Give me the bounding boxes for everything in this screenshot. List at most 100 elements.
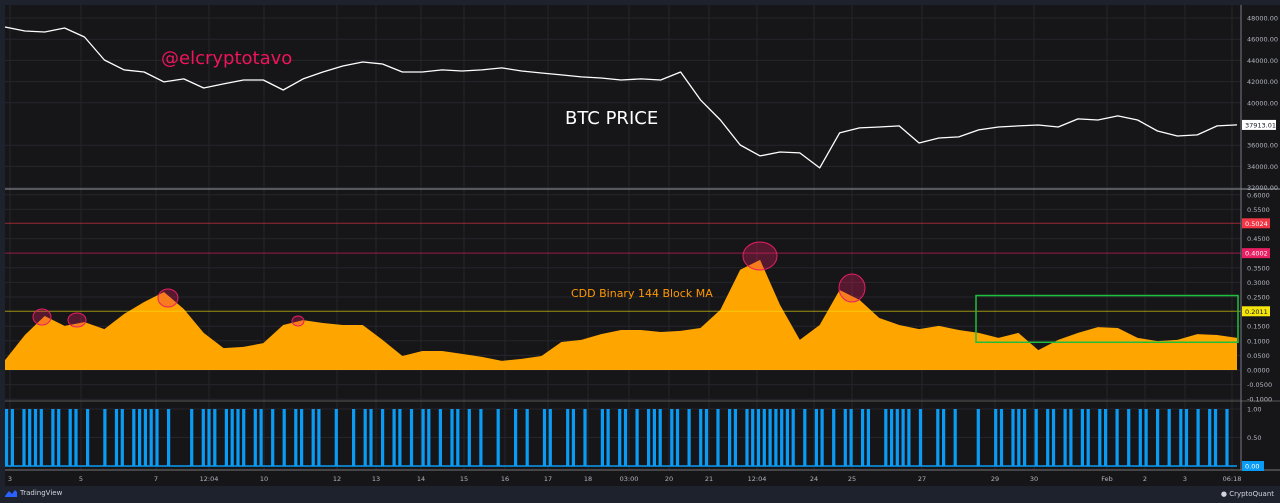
footer: TradingView ● CryptoQuant	[0, 486, 1280, 503]
x-tick-label: 10	[260, 475, 268, 483]
binary-tick-label: 0.50	[1247, 434, 1261, 442]
binary-bar	[120, 409, 124, 466]
x-tick-label: 7	[154, 475, 158, 483]
binary-bar	[803, 409, 807, 466]
binary-bar	[514, 409, 518, 466]
x-tick-label: 15	[460, 475, 468, 483]
binary-bar	[114, 409, 119, 466]
binary-bar	[1063, 409, 1067, 466]
cdd-tick-label: 0.0500	[1247, 352, 1270, 360]
cdd-tick-label: 0.2500	[1247, 294, 1270, 302]
binary-bar	[756, 409, 761, 466]
binary-bar	[942, 409, 946, 466]
binary-bar	[51, 409, 55, 466]
binary-bar	[768, 409, 772, 466]
btc-price-line	[4, 26, 1238, 169]
binary-bar	[271, 409, 275, 466]
x-tick-label: 5	[79, 475, 83, 483]
binary-bar	[149, 409, 153, 466]
binary-bar	[427, 409, 431, 466]
x-tick-label: 18	[584, 475, 592, 483]
binary-bar	[467, 409, 471, 466]
peak-highlight-circle	[32, 308, 52, 326]
binary-bar	[832, 409, 836, 466]
cdd-tick-label: 0.0000	[1247, 367, 1270, 375]
binary-bar	[861, 409, 865, 466]
binary-bar	[733, 409, 737, 466]
binary-bar	[1144, 409, 1148, 466]
binary-bar	[571, 409, 575, 466]
cdd-tick-label: 0.6000	[1247, 191, 1270, 199]
binary-bar	[994, 409, 998, 466]
binary-bar	[317, 409, 321, 466]
binary-bar	[1069, 409, 1073, 466]
binary-bar	[282, 409, 286, 466]
cryptoquant-icon: ●	[1220, 490, 1230, 498]
x-tick-label: 21	[705, 475, 713, 483]
peak-highlight-circle	[742, 241, 778, 271]
binary-bar	[849, 409, 853, 466]
binary-bar	[22, 409, 26, 466]
binary-bar	[253, 409, 257, 466]
binary-bar	[33, 409, 38, 466]
binary-bar	[57, 409, 61, 466]
binary-bar	[814, 409, 818, 466]
tradingview-logo[interactable]: TradingView	[5, 489, 62, 497]
binary-bar	[1225, 409, 1229, 466]
binary-bar	[1046, 409, 1050, 466]
binary-bar	[820, 409, 824, 466]
binary-bar	[242, 409, 246, 466]
binary-bar	[10, 409, 14, 466]
axes: 3 5 7 12:04 10 12 13 14 15 16 17 18 03:00 20 21 12:04 24…	[5, 5, 1280, 483]
reference-value-text: 0.2011	[1245, 308, 1268, 316]
binary-bar	[1051, 409, 1056, 466]
cdd-tick-label: -0.0500	[1247, 381, 1272, 389]
chart-canvas[interactable]: 3 5 7 12:04 10 12 13 14 15 16 17 18 03:00 20 21 12:04 24…	[0, 0, 1280, 486]
binary-bar	[918, 409, 923, 466]
cdd-series-label: CDD Binary 144 Block MA	[571, 287, 713, 300]
binary-bar	[1196, 409, 1200, 466]
binary-bar	[1156, 409, 1160, 466]
binary-bar	[1127, 409, 1131, 466]
binary-bar	[496, 409, 500, 466]
binary-bar	[670, 409, 674, 466]
binary-bar	[103, 409, 107, 466]
binary-bar	[1011, 409, 1015, 466]
binary-bar	[230, 409, 234, 466]
x-tick-label: 30	[1030, 475, 1038, 483]
x-tick-label: 14	[417, 475, 425, 483]
binary-bar	[751, 409, 755, 466]
binary-bar	[866, 409, 870, 466]
peak-highlight-circle	[291, 315, 305, 327]
binary-bar	[74, 409, 78, 466]
binary-bar	[542, 409, 547, 466]
price-tick-label: 44000.00	[1247, 57, 1278, 65]
x-tick-label: 13	[372, 475, 380, 483]
x-tick-label: 29	[991, 475, 999, 483]
binary-bar	[1115, 409, 1119, 466]
binary-bar	[1017, 409, 1021, 466]
binary-bar	[976, 409, 980, 466]
price-tick-label: 48000.00	[1247, 15, 1278, 23]
binary-bar	[132, 409, 136, 466]
binary-bar	[716, 409, 720, 466]
binary-bar	[450, 409, 454, 466]
peak-highlight-circle	[157, 288, 179, 308]
binary-bar	[294, 409, 298, 466]
cdd-tick-label: 0.1500	[1247, 323, 1270, 331]
x-tick-label: 25	[848, 475, 856, 483]
binary-bar	[363, 409, 367, 466]
reference-value-text: 0.4002	[1245, 250, 1268, 258]
binary-bar	[774, 409, 778, 466]
binary-tick-label: 1.00	[1247, 406, 1261, 414]
tradingview-text: TradingView	[20, 489, 63, 497]
peak-highlight-circle	[838, 273, 866, 303]
binary-bar	[1104, 409, 1108, 466]
binary-bar	[201, 409, 205, 466]
peak-highlight-circle	[67, 312, 87, 328]
binary-bar	[907, 409, 911, 466]
binary-bar	[68, 409, 72, 466]
binary-bar	[548, 409, 552, 466]
price-tick-label: 46000.00	[1247, 36, 1278, 44]
